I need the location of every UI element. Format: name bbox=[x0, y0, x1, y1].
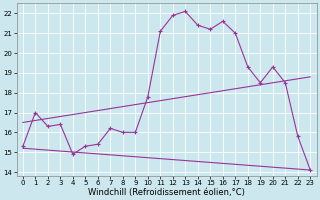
X-axis label: Windchill (Refroidissement éolien,°C): Windchill (Refroidissement éolien,°C) bbox=[88, 188, 245, 197]
